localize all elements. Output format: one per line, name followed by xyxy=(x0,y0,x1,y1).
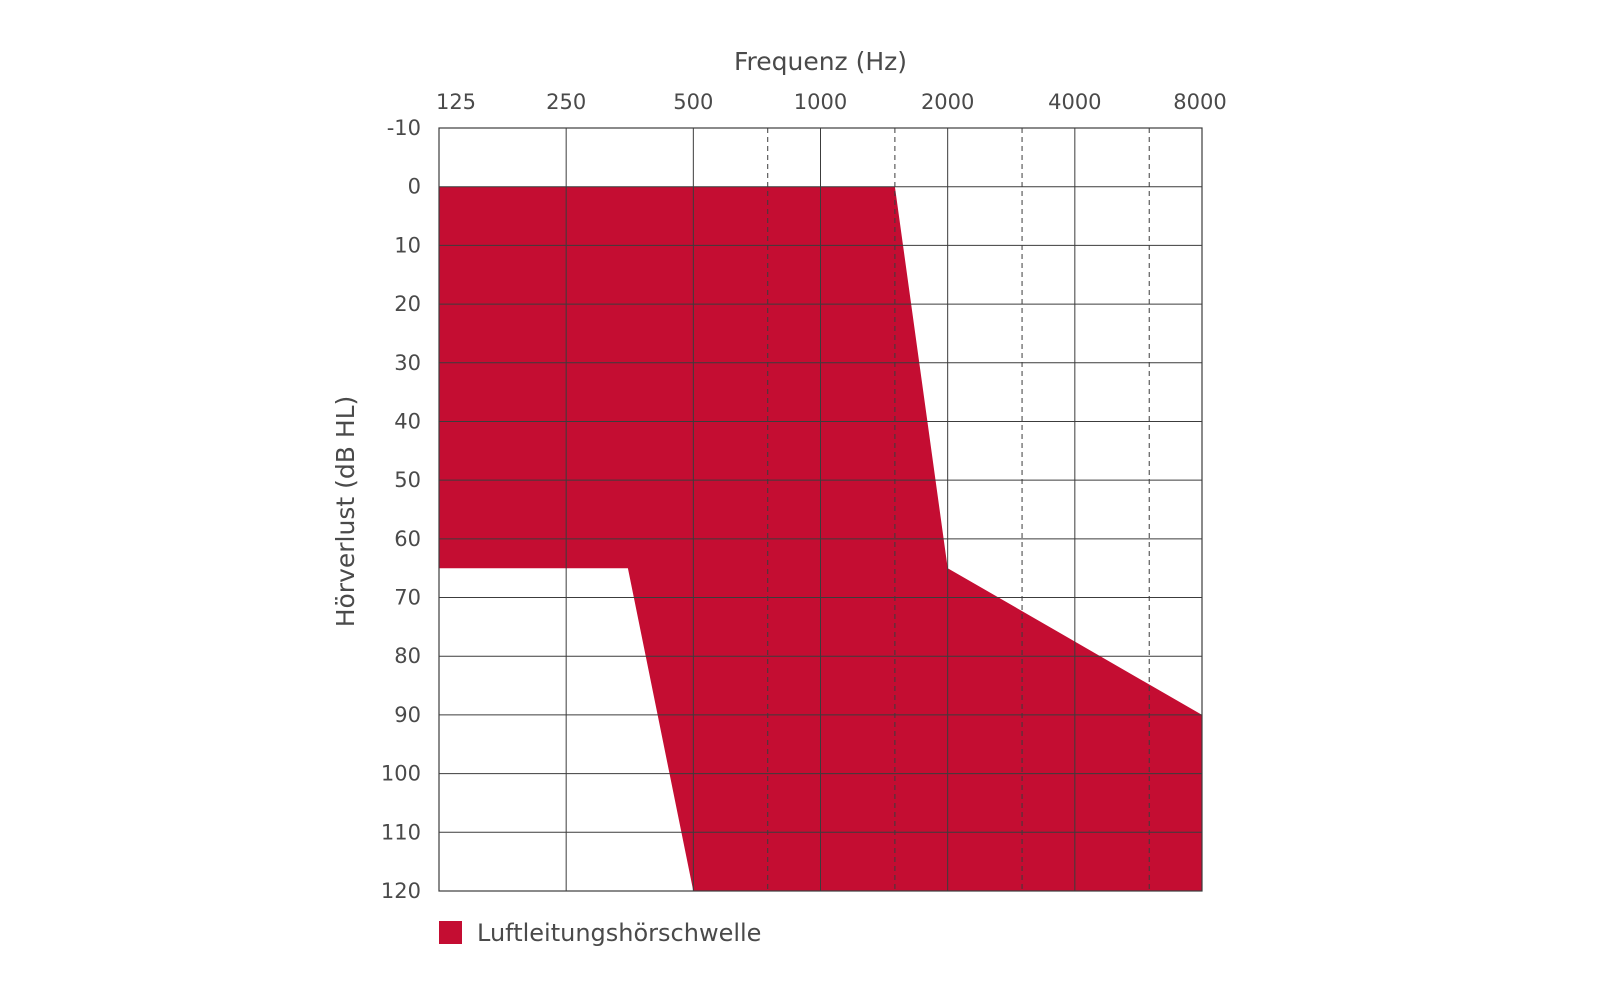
y-tick-label-1: 0 xyxy=(408,175,421,199)
y-tick-label-13: 120 xyxy=(381,879,421,903)
x-tick-label-5: 4000 xyxy=(1048,90,1101,114)
x-tick-label-4: 2000 xyxy=(921,90,974,114)
y-tick-label-8: 70 xyxy=(394,586,421,610)
legend-swatch xyxy=(439,921,462,944)
y-tick-label-7: 60 xyxy=(394,527,421,551)
x-tick-label-1: 250 xyxy=(546,90,586,114)
y-tick-label-11: 100 xyxy=(381,762,421,786)
legend-label: Luftleitungshörschwelle xyxy=(477,919,761,947)
x-tick-label-0: 125 xyxy=(436,90,476,114)
y-tick-label-6: 50 xyxy=(394,468,421,492)
y-tick-label-10: 90 xyxy=(394,703,421,727)
x-tick-labels: 125 250 500 1000 2000 4000 8000 xyxy=(436,90,1227,114)
x-tick-label-3: 1000 xyxy=(794,90,847,114)
x-axis-title: Frequenz (Hz) xyxy=(734,47,907,76)
y-tick-label-0: -10 xyxy=(387,116,421,140)
y-tick-label-3: 20 xyxy=(394,292,421,316)
y-tick-label-12: 110 xyxy=(381,820,421,844)
y-tick-label-9: 80 xyxy=(394,644,421,668)
legend: Luftleitungshörschwelle xyxy=(439,919,761,947)
x-tick-label-6: 8000 xyxy=(1173,90,1226,114)
y-axis-title: Hörverlust (dB HL) xyxy=(331,396,360,628)
y-tick-label-5: 40 xyxy=(394,409,421,433)
y-tick-label-4: 30 xyxy=(394,351,421,375)
x-tick-label-2: 500 xyxy=(673,90,713,114)
y-tick-labels: -10 0 10 20 30 40 50 60 70 80 90 100 110 120 xyxy=(381,116,421,903)
y-tick-label-2: 10 xyxy=(394,233,421,257)
plot-frame xyxy=(438,127,1203,892)
grid-layer xyxy=(438,127,1203,892)
